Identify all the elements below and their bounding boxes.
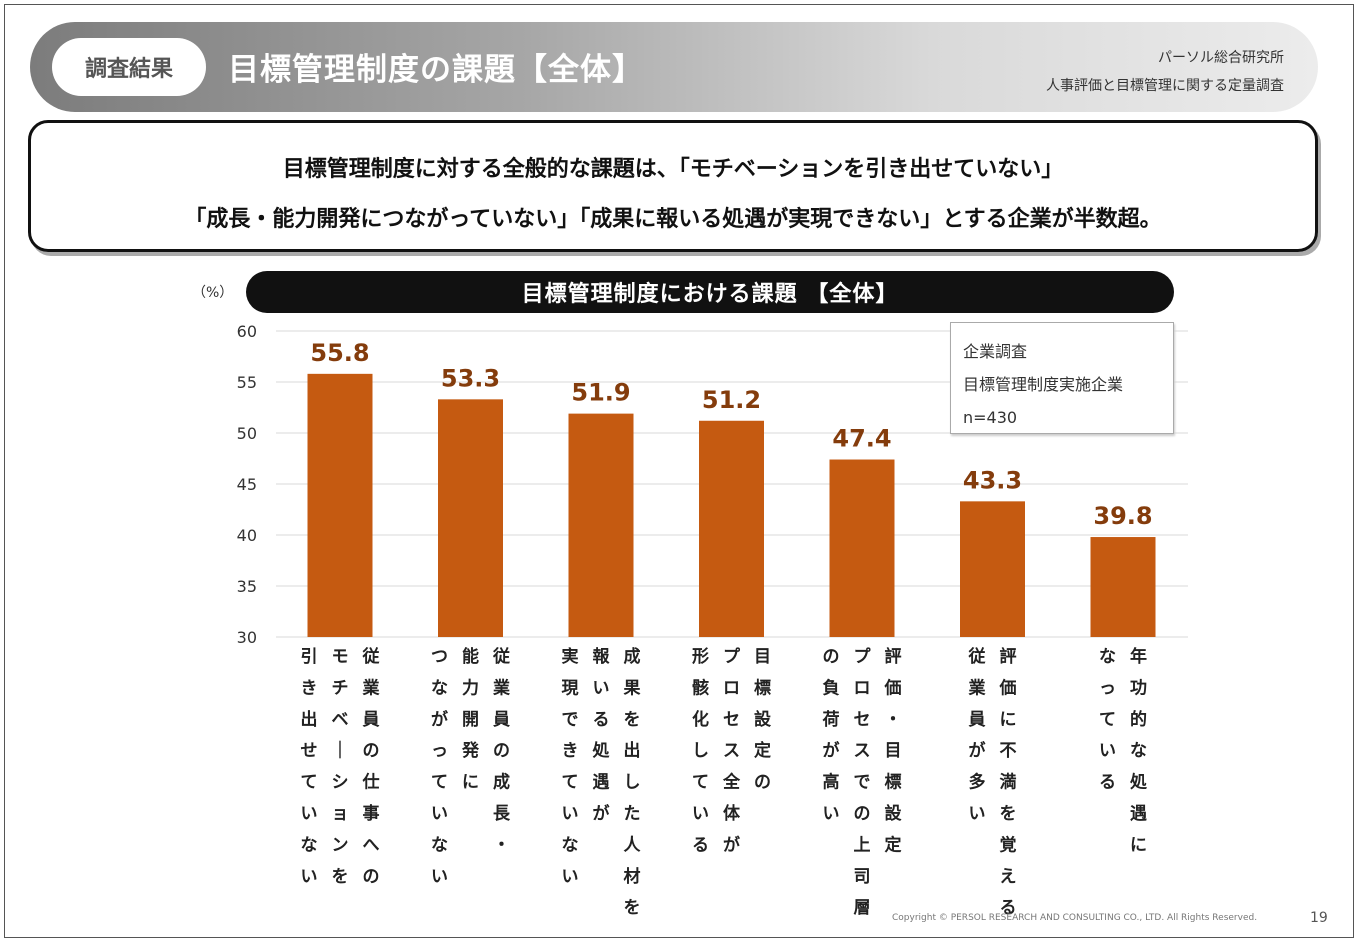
- x-category-label: 年功的な処遇に: [1129, 646, 1147, 855]
- x-category-label: 報いる処遇が: [592, 646, 611, 824]
- copyright: Copyright © PERSOL RESEARCH AND CONSULTI…: [892, 913, 1258, 923]
- y-tick-label: 60: [237, 322, 257, 341]
- bar: [438, 399, 503, 637]
- x-category-label: なっている: [1099, 647, 1116, 793]
- summary-line-2: 「成長・能力開発につながっていない」「成果に報いる処遇が実現できない」とする企業…: [184, 207, 1162, 232]
- bar: [960, 501, 1025, 637]
- x-category-label: 引き出せていない: [301, 647, 318, 887]
- summary-line-1: 目標管理制度に対する全般的な課題は、「モチベーションを引き出せていない」: [282, 157, 1064, 182]
- summary-box: 目標管理制度に対する全般的な課題は、「モチベーションを引き出せていない」 「成長…: [28, 120, 1318, 252]
- x-category-label: 形骸化している: [692, 646, 709, 855]
- x-category-label: 従業員の仕事への: [362, 646, 380, 887]
- x-category-label: つながっていない: [431, 647, 448, 887]
- bar: [568, 413, 634, 637]
- y-tick-label: 45: [237, 475, 257, 494]
- x-category-label: 成果を出した人材を: [624, 646, 642, 918]
- bar: [307, 373, 373, 637]
- bar: [699, 420, 764, 637]
- y-tick-label: 55: [237, 373, 257, 392]
- y-axis-unit: （%）: [192, 285, 234, 301]
- bar: [829, 459, 895, 637]
- note-survey-type: 企業調査: [963, 342, 1028, 361]
- x-category-label: 実現できていない: [562, 646, 579, 887]
- chart-title: 目標管理制度における課題 【全体】: [246, 271, 1174, 313]
- data-label: 55.8: [310, 339, 369, 367]
- data-label: 47.4: [832, 425, 891, 453]
- header-banner: [30, 22, 1318, 112]
- bar: [1090, 537, 1156, 637]
- x-category-label: 従業員が多い: [968, 646, 986, 824]
- x-category-label: モチベ｜ションを: [332, 647, 349, 887]
- data-label: 53.3: [441, 364, 500, 392]
- page-title: 目標管理制度の課題【全体】: [228, 51, 644, 88]
- x-category-label: の負荷が高い: [823, 647, 840, 824]
- organization-info: パーソル総合研究所 人事評価と目標管理に関する定量調査: [1046, 44, 1284, 100]
- x-category-label: プロセスでの上司層: [854, 646, 872, 918]
- y-tick-label: 30: [237, 628, 257, 647]
- x-category-label: 評価・目標設定: [884, 646, 903, 855]
- x-category-label: 従業員の成長・: [492, 646, 511, 855]
- note-target: 目標管理制度実施企業: [963, 375, 1124, 394]
- data-label: 51.2: [702, 386, 761, 414]
- sample-note: 企業調査 目標管理制度実施企業 n=430: [950, 322, 1174, 434]
- data-label: 43.3: [963, 466, 1022, 494]
- org-name: パーソル総合研究所: [1158, 50, 1284, 66]
- page-number: 19: [1310, 910, 1328, 926]
- x-category-label: 評価に不満を覚える: [999, 646, 1017, 918]
- y-tick-label: 40: [237, 526, 257, 545]
- note-sample-size: n=430: [963, 408, 1018, 427]
- survey-name: 人事評価と目標管理に関する定量調査: [1046, 78, 1284, 94]
- x-category-label: 目標設定の: [754, 647, 772, 793]
- section-tag: 調査結果: [52, 38, 206, 96]
- data-label: 51.9: [571, 379, 630, 407]
- slide-frame: [4, 4, 1354, 938]
- y-tick-label: 35: [237, 577, 257, 596]
- x-category-label: プロセス全体が: [722, 646, 741, 855]
- data-label: 39.8: [1093, 502, 1152, 530]
- y-tick-label: 50: [237, 424, 257, 443]
- x-category-label: 能力開発に: [461, 646, 480, 793]
